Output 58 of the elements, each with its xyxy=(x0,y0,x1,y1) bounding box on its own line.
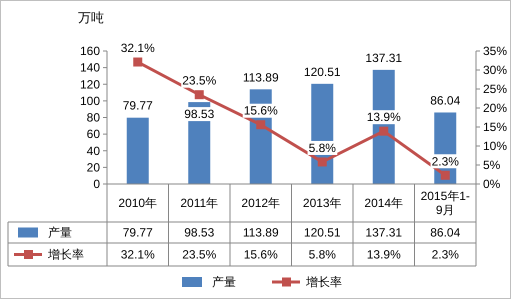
y2-tick-label: 5% xyxy=(483,158,501,172)
data-label: 79.77 xyxy=(122,226,154,240)
point xyxy=(133,58,142,67)
text: 79.77 xyxy=(122,98,153,113)
y-tick-label: 80 xyxy=(86,110,100,124)
text: 98.53 xyxy=(184,107,214,122)
text: 15.6% xyxy=(244,104,278,118)
data-label: 86.04 xyxy=(430,226,461,240)
y-tick-label: 20 xyxy=(86,160,100,174)
point xyxy=(318,157,327,166)
text: 5.8% xyxy=(308,140,336,155)
point xyxy=(256,120,266,130)
x-tick-label: 2015年1-9月 xyxy=(420,189,470,217)
text: 137.31 xyxy=(365,50,402,65)
data-label: 113.89 xyxy=(242,226,279,240)
x-tick-label: 2014年 xyxy=(364,196,404,210)
x-tick-label: 2013年 xyxy=(302,196,342,210)
data-label: 98.53 xyxy=(184,226,215,240)
text: 113.89 xyxy=(242,70,279,84)
data-label: 13.9% xyxy=(366,248,402,262)
text: 13.9% xyxy=(366,110,401,124)
y-tick-label: 140 xyxy=(80,60,100,75)
y-tick-label: 120 xyxy=(80,77,100,92)
data-label: 32.1% xyxy=(120,248,156,262)
point xyxy=(440,170,450,180)
text: 32.1% xyxy=(120,41,155,56)
data-label: 15.6% xyxy=(244,248,278,262)
data-label: 137.31 xyxy=(365,226,402,240)
y2-tick-label: 0% xyxy=(483,177,501,191)
text: 86.04 xyxy=(430,93,460,108)
bar xyxy=(126,118,149,184)
y-tick-label: 100 xyxy=(80,94,100,108)
y-tick-label: 160 xyxy=(80,44,100,58)
y-axis-title: 万吨 xyxy=(78,10,104,25)
y2-tick-label: 20% xyxy=(483,101,508,115)
point xyxy=(379,126,388,136)
y2-tick-label: 15% xyxy=(483,120,508,134)
y-tick-label: 40 xyxy=(86,144,100,158)
data-label: 120.51 xyxy=(304,226,341,240)
data-label: 23.5% xyxy=(182,248,217,262)
data-label: 5.8% xyxy=(308,248,336,262)
y-tick-label: 0 xyxy=(93,177,100,191)
text: 23.5% xyxy=(182,74,216,88)
y2-tick-label: 10% xyxy=(483,139,508,153)
legend: 产量 增长率 xyxy=(182,275,342,289)
x-tick-label: 2012年 xyxy=(241,196,280,210)
data-label: 2.3% xyxy=(432,248,460,262)
text: 120.51 xyxy=(304,64,341,79)
y2-tick-label: 30% xyxy=(483,63,508,77)
y-tick-label: 60 xyxy=(86,127,100,142)
text: 2.3% xyxy=(432,154,459,168)
legend-label: 产量 xyxy=(48,226,72,240)
x-tick-label: 2011年 xyxy=(180,196,218,210)
y2-tick-label: 25% xyxy=(483,82,508,96)
legend-label: 增长率 xyxy=(47,248,84,262)
point xyxy=(194,90,204,100)
y2-tick-label: 35% xyxy=(483,44,508,58)
x-tick-label: 2010年 xyxy=(118,196,158,210)
